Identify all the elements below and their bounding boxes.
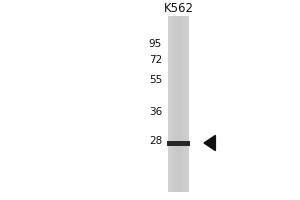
Text: 72: 72 [149, 55, 162, 65]
Bar [172, 16, 173, 192]
Text: 55: 55 [149, 75, 162, 85]
Bar [184, 16, 185, 192]
Bar [179, 16, 180, 192]
Bar [176, 16, 177, 192]
Bar [181, 16, 182, 192]
Bar [183, 16, 184, 192]
Bar [174, 16, 175, 192]
Bar [171, 16, 172, 192]
Bar [188, 16, 189, 192]
Bar [187, 16, 188, 192]
Bar [168, 16, 169, 192]
Text: 28: 28 [149, 136, 162, 146]
Bar [168, 16, 189, 192]
Bar [173, 16, 174, 192]
Bar [169, 16, 170, 192]
Bar [185, 16, 186, 192]
Bar [167, 140, 190, 146]
Text: K562: K562 [164, 2, 194, 16]
Bar [169, 16, 170, 192]
Bar [186, 16, 187, 192]
Polygon shape [204, 135, 215, 151]
Bar [178, 16, 179, 192]
Bar [170, 16, 171, 192]
Bar [175, 16, 176, 192]
Text: 36: 36 [149, 107, 162, 117]
Bar [182, 16, 183, 192]
Bar [180, 16, 181, 192]
Text: 95: 95 [149, 39, 162, 49]
Bar [177, 16, 178, 192]
